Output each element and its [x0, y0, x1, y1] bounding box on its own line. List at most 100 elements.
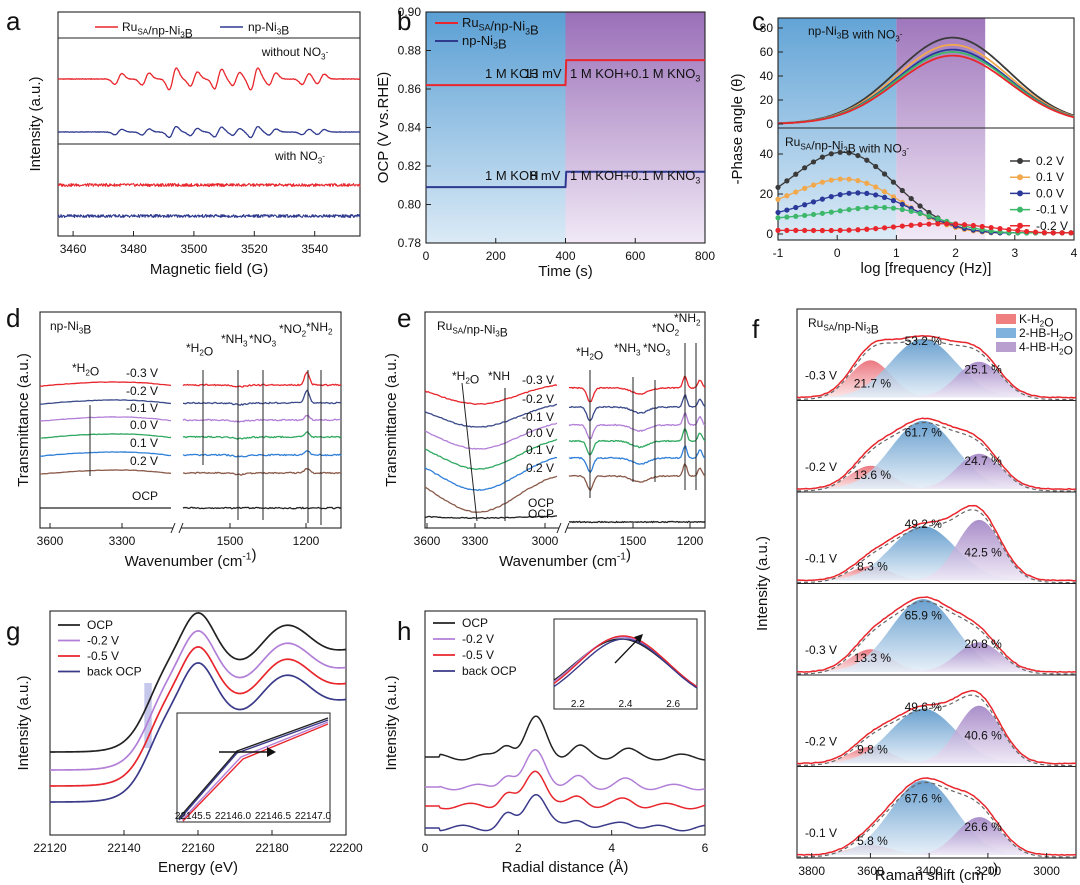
- y-tick-label: 0.82: [398, 159, 422, 173]
- x-axis-title: Raman shift (cm-1): [875, 861, 998, 884]
- x-tick-label: 400: [555, 249, 575, 263]
- component-area: [797, 705, 1076, 764]
- data-point: [899, 201, 905, 207]
- x-tick-label: 3300: [109, 534, 136, 548]
- series-line: [49, 646, 347, 787]
- data-point: [846, 190, 852, 196]
- x-tick-label: 3480: [120, 242, 147, 256]
- data-point: [846, 227, 852, 233]
- y-tick-label: 20: [760, 93, 774, 107]
- series-line: [39, 451, 172, 457]
- y-axis-title: Intensity (a.u.): [383, 675, 400, 770]
- series-line: [182, 431, 342, 440]
- component-area: [797, 526, 1076, 581]
- data-point: [828, 209, 834, 215]
- y-tick-label: 40: [760, 147, 774, 161]
- x-tick-label: 1500: [620, 534, 647, 548]
- percentage-label-2hb: 53.2 %: [905, 334, 943, 348]
- data-point: [926, 221, 932, 227]
- band-label: *NO3: [249, 332, 277, 348]
- band-label: *H2O: [452, 369, 479, 386]
- x-tick-label: 6: [702, 841, 709, 855]
- band-label: *NO2: [652, 321, 680, 337]
- legend-label: 0.1 V: [1036, 170, 1064, 184]
- data-point: [890, 205, 897, 211]
- inset-line-02: [181, 721, 329, 821]
- percentage-label-k: 13.3 %: [854, 651, 892, 665]
- inset-tick-label: 22146.0: [215, 811, 252, 822]
- component-area: [797, 420, 1076, 489]
- data-point: [802, 185, 808, 191]
- legend-ruSA: RuSA/np-Ni3B: [122, 20, 193, 41]
- x-tick-label: 200: [486, 249, 506, 263]
- data-point: [970, 222, 976, 229]
- y-tick-label: 0.80: [398, 198, 422, 212]
- annotation-delta-red: 13 mV: [524, 66, 562, 81]
- series-line: [568, 520, 706, 524]
- percentage-label-k: 13.6 %: [854, 468, 892, 482]
- x-tick-label: 3400: [916, 864, 943, 878]
- data-point: [890, 198, 897, 204]
- fit-curve: [796, 777, 1077, 856]
- data-point: [1059, 230, 1065, 236]
- data-point: [775, 184, 781, 190]
- percentage-label-2hb: 61.7 %: [905, 426, 943, 440]
- x-tick-label: 3000: [532, 534, 559, 548]
- data-point: [997, 226, 1003, 232]
- x-axis-title: Wavenumber (cm-1): [499, 547, 631, 570]
- x-tick-label: 3600: [857, 864, 884, 878]
- panel-label-d: d: [6, 303, 20, 333]
- series-line-ruSA-with: [57, 182, 361, 188]
- series-line-npni3b-with: [57, 213, 361, 219]
- axis-tick: [564, 522, 570, 534]
- data-point: [855, 190, 861, 196]
- data-point: [775, 215, 781, 221]
- data-point: [899, 223, 905, 229]
- inset-line-ocp: [178, 717, 329, 819]
- x-tick-label: 0: [422, 841, 429, 855]
- legend-label: 0.0 V: [1036, 186, 1064, 200]
- data-point: [819, 227, 826, 234]
- data-point: [855, 152, 861, 159]
- y-tick-label: 0: [766, 227, 773, 241]
- data-point: [881, 194, 888, 200]
- legend-label: -0.2 V: [87, 634, 119, 648]
- x-tick-label: 3600: [37, 534, 64, 548]
- x-tick-label: 3540: [301, 242, 328, 256]
- x-tick-label: 3200: [975, 864, 1002, 878]
- x-tick-label: 3: [1011, 246, 1018, 260]
- series-line: [568, 375, 706, 403]
- potential-label: -0.2 V: [805, 735, 837, 749]
- inset-tick-label: 2.6: [666, 699, 680, 710]
- x-tick-label: 0: [834, 246, 841, 260]
- component-area: [797, 338, 1076, 398]
- legend-label: -0.5 V: [87, 649, 119, 663]
- data-point: [810, 199, 817, 205]
- trace-label-ocp: OCP: [528, 496, 554, 510]
- data-point: [988, 224, 994, 231]
- measured-curve: [797, 421, 1076, 492]
- data-point: [775, 209, 781, 216]
- x-tick-label: 3300: [462, 534, 489, 548]
- panel-title: RuSA/np-Ni3B: [437, 319, 508, 340]
- band-label: *NH3: [614, 341, 641, 357]
- series-line: [39, 399, 172, 405]
- x-tick-label: 1200: [293, 534, 320, 548]
- series-line-npni3b-without: [57, 125, 361, 139]
- axis-tick: [178, 522, 184, 534]
- data-point: [1024, 228, 1030, 235]
- band-label: *NH2: [306, 320, 333, 336]
- data-point: [864, 157, 870, 163]
- x-tick-label: 22160: [181, 841, 215, 855]
- data-point: [935, 221, 941, 227]
- legend-ruSA: RuSA/np-Ni3B: [462, 15, 539, 37]
- trace-label: 0.2 V: [130, 454, 158, 468]
- legend-npni3b: np-Ni3B: [248, 20, 289, 37]
- data-point: [828, 177, 834, 183]
- legend-npni3b: np-Ni3B: [462, 33, 507, 52]
- highlight-region: [144, 683, 152, 748]
- x-tick-label: 3520: [241, 242, 268, 256]
- data-point: [864, 180, 870, 186]
- x-axis-title: Energy (eV): [158, 859, 238, 876]
- x-tick-label: 4: [1071, 246, 1078, 260]
